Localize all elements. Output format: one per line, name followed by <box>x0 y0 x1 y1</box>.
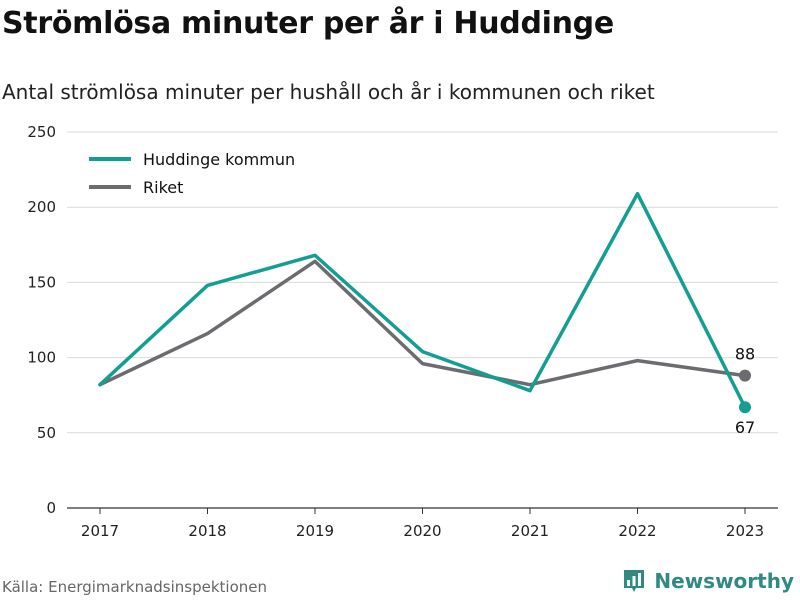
brand-logo: Newsworthy <box>622 568 794 594</box>
x-tick-label: 2021 <box>511 522 549 540</box>
x-tick-label: 2019 <box>296 522 334 540</box>
y-tick-label: 250 <box>27 123 56 141</box>
series-line-1 <box>98 259 747 387</box>
source-note: Källa: Energimarknadsinspektionen <box>2 578 268 596</box>
x-tick-label: 2018 <box>188 522 226 540</box>
legend-label: Riket <box>143 178 183 197</box>
legend: Huddinge kommun Riket <box>89 150 295 197</box>
y-tick-label: 50 <box>37 424 56 442</box>
brand-name: Newsworthy <box>654 569 794 593</box>
y-tick-label: 200 <box>27 198 56 216</box>
end-label-riket: 88 <box>735 345 755 364</box>
bar-chart-logo-icon <box>624 570 645 592</box>
gridlines <box>67 131 778 434</box>
x-tick-label: 2017 <box>81 522 119 540</box>
y-tick-label: 0 <box>46 499 56 517</box>
axes: 0 50 100 150 200 250 2017 2018 2019 2020 2021 2022 2… <box>27 123 778 540</box>
legend-label: Huddinge kommun <box>143 150 295 169</box>
chart-subtitle: Antal strömlösa minuter per hushåll och … <box>2 80 655 104</box>
chart-title: Strömlösa minuter per år i Huddinge <box>2 6 614 41</box>
data-point <box>739 401 751 414</box>
y-tick-label: 150 <box>27 273 56 291</box>
x-tick-label: 2020 <box>403 522 441 540</box>
x-tick-label: 2023 <box>726 522 764 540</box>
end-label-huddinge: 67 <box>735 418 755 437</box>
series-line-0 <box>98 191 747 409</box>
x-tick-label: 2022 <box>618 522 656 540</box>
data-point <box>739 369 751 382</box>
series-lines: 67 88 <box>98 191 755 437</box>
y-tick-label: 100 <box>27 349 56 367</box>
